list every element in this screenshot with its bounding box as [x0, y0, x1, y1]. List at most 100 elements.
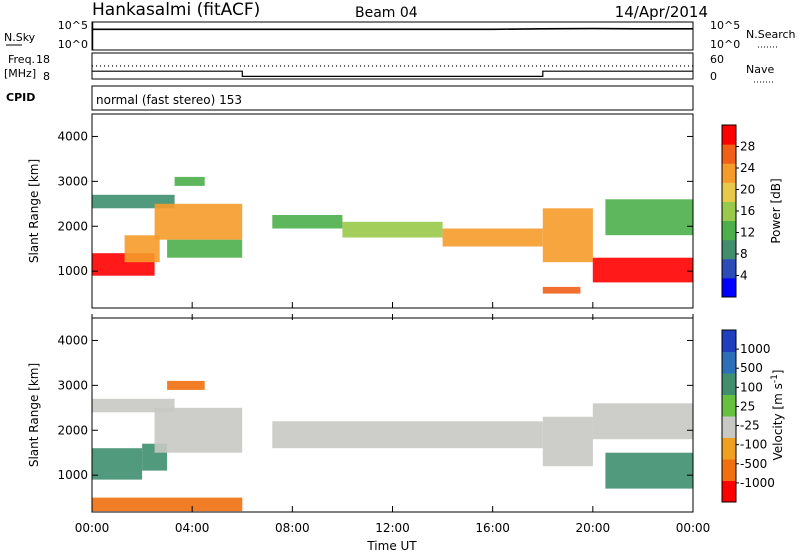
- colorbar-segment: [722, 144, 736, 164]
- colorbar-tick-label: 500: [740, 361, 763, 375]
- colorbar-segment: [722, 125, 736, 145]
- ytick-label: 1000: [57, 468, 88, 482]
- heat-region-8: [592, 403, 693, 440]
- noise-left-label: N.Sky: [4, 31, 36, 44]
- heat-region-6: [272, 215, 343, 229]
- noise-right-label: N.Search: [746, 28, 796, 41]
- power-ylabel: Slant Range [km]: [27, 159, 41, 263]
- velocity-colorbar-label: Velocity [m s-1]: [770, 370, 785, 461]
- ytick-label: 2000: [57, 219, 88, 233]
- freq-label-2: [MHz]: [4, 67, 36, 80]
- ytick-label: 3000: [57, 378, 88, 392]
- xtick-label: 12:00: [375, 521, 410, 535]
- nave-label: Nave: [746, 63, 774, 76]
- colorbar-segment: [722, 351, 736, 374]
- heat-region-7: [342, 221, 443, 238]
- heat-region-4: [167, 239, 243, 258]
- colorbar-tick-label: -1000: [740, 476, 775, 490]
- heat-region-6: [542, 416, 593, 467]
- xtick-label: 08:00: [275, 521, 310, 535]
- colorbar-segment: [722, 437, 736, 460]
- heat-region-9: [92, 497, 243, 512]
- date-label: 14/Apr/2014: [615, 3, 708, 21]
- heat-region-2: [124, 235, 160, 263]
- colorbar-tick-label: 25: [740, 399, 755, 413]
- colorbar-tick-label: -25: [740, 419, 760, 433]
- heat-region-0: [92, 398, 175, 413]
- freq-label-1: Freq.: [8, 53, 35, 66]
- ytick-label: 4000: [57, 333, 88, 347]
- freq-series: [92, 65, 693, 78]
- noise-left-tick-high: 10^5: [58, 19, 88, 32]
- power-heatmap: [92, 176, 693, 294]
- noise-right-tick-high: 10^5: [710, 19, 740, 32]
- heat-region-9: [542, 208, 593, 263]
- colorbar-segment: [722, 220, 736, 241]
- heat-region-3: [154, 407, 243, 453]
- noise-series: [91, 22, 693, 50]
- colorbar-segment: [722, 480, 736, 503]
- colorbar-tick-label: 28: [740, 140, 755, 154]
- colorbar-segment: [722, 330, 736, 352]
- x-axis-label: Time UT: [366, 539, 417, 553]
- colorbar-segment: [722, 394, 736, 417]
- colorbar-frame: [721, 329, 737, 503]
- velocity-heatmap: [92, 380, 693, 512]
- heat-region-3: [154, 203, 243, 240]
- colorbar-tick-label: 20: [740, 183, 755, 197]
- heat-region-5: [272, 421, 543, 449]
- colorbar-tick-label: 24: [740, 161, 755, 175]
- cpid-label: CPID: [6, 91, 35, 104]
- cpid-mode: normal (fast stereo) 153: [96, 93, 242, 107]
- heat-region-8: [442, 228, 543, 247]
- colorbar-segment: [722, 201, 736, 222]
- ytick-label: 1000: [57, 264, 88, 278]
- heat-region-4: [167, 380, 205, 390]
- colorbar-segment: [722, 163, 736, 183]
- colorbar-segment: [722, 258, 736, 279]
- colorbar-tick-label: -100: [740, 438, 767, 452]
- ytick-label: 2000: [57, 423, 88, 437]
- station-title: Hankasalmi (fitACF): [92, 0, 260, 20]
- heat-region-5: [174, 176, 205, 186]
- colorbar-segment: [722, 416, 736, 438]
- xtick-label: 16:00: [475, 521, 510, 535]
- colorbar-tick-label: 12: [740, 226, 755, 240]
- x-axis-ticks: 00:00 04:00 08:00 12:00 16:00 20:00 00:00: [75, 302, 711, 535]
- colorbar-segment: [722, 373, 736, 395]
- colorbar-tick-label: -500: [740, 457, 767, 471]
- noise-panel-frame: [91, 21, 694, 51]
- colorbar-tick-label: 4: [740, 269, 748, 283]
- heat-region-11: [605, 199, 693, 236]
- velocity-colorbar: 1000 500 100 25 -25 -100 -500 -1000: [721, 329, 775, 503]
- xtick-label: 00:00: [676, 521, 711, 535]
- colorbar-segment: [722, 459, 736, 481]
- power-colorbar: 28 24 20 16 12 8 4: [721, 124, 755, 298]
- xtick-label: 04:00: [175, 521, 210, 535]
- heat-region-1: [92, 448, 143, 480]
- noise-sky-line: [92, 27, 693, 31]
- colorbar-segment: [722, 277, 736, 298]
- freq-tick-low: 8: [43, 70, 50, 83]
- colorbar-tick-label: 1000: [740, 342, 771, 356]
- beam-label: Beam 04: [355, 5, 418, 21]
- nave-tick-low: 0: [710, 70, 717, 83]
- ytick-label: 4000: [57, 129, 88, 143]
- heat-region-10: [592, 257, 693, 283]
- colorbar-tick-label: 8: [740, 247, 748, 261]
- colorbar-segment: [722, 182, 736, 202]
- nave-tick-high: 60: [710, 53, 724, 66]
- noise-left-tick-low: 10^0: [58, 38, 88, 51]
- freq-line: [92, 70, 693, 78]
- colorbar-tick-label: 100: [740, 380, 763, 394]
- power-yticks: 4000 3000 2000 1000: [57, 129, 693, 278]
- heat-region-7: [605, 452, 693, 489]
- velocity-ylabel: Slant Range [km]: [27, 363, 41, 467]
- noise-right-tick-low: 10^0: [710, 38, 740, 51]
- velocity-yticks: 4000 3000 2000 1000: [57, 333, 693, 482]
- heat-region-0: [92, 194, 175, 209]
- freq-tick-high: 18: [36, 53, 50, 66]
- xtick-label: 20:00: [576, 521, 611, 535]
- ytick-label: 3000: [57, 174, 88, 188]
